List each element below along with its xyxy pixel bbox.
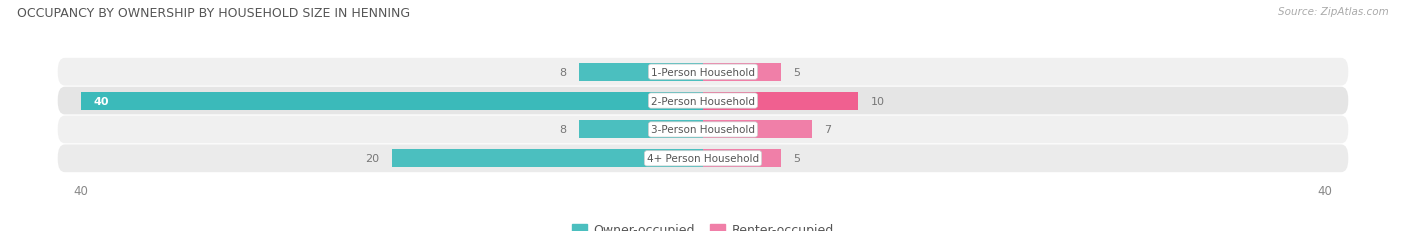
Text: 20: 20: [366, 154, 380, 164]
FancyBboxPatch shape: [58, 116, 1348, 144]
Text: 40: 40: [93, 96, 110, 106]
FancyBboxPatch shape: [58, 87, 1348, 115]
Bar: [82, 92, 703, 110]
Bar: [703, 64, 780, 81]
Bar: [703, 121, 811, 139]
Text: 4+ Person Household: 4+ Person Household: [647, 154, 759, 164]
Text: OCCUPANCY BY OWNERSHIP BY HOUSEHOLD SIZE IN HENNING: OCCUPANCY BY OWNERSHIP BY HOUSEHOLD SIZE…: [17, 7, 411, 20]
Bar: [703, 150, 780, 167]
Text: Source: ZipAtlas.com: Source: ZipAtlas.com: [1278, 7, 1389, 17]
Text: 7: 7: [824, 125, 831, 135]
Text: 10: 10: [870, 96, 884, 106]
Bar: [392, 150, 703, 167]
Legend: Owner-occupied, Renter-occupied: Owner-occupied, Renter-occupied: [568, 218, 838, 231]
Text: 1-Person Household: 1-Person Household: [651, 67, 755, 77]
Bar: [579, 64, 703, 81]
Bar: [703, 92, 859, 110]
Bar: [579, 121, 703, 139]
Text: 3-Person Household: 3-Person Household: [651, 125, 755, 135]
Text: 5: 5: [793, 67, 800, 77]
Text: 8: 8: [560, 125, 567, 135]
Text: 5: 5: [793, 154, 800, 164]
Text: 8: 8: [560, 67, 567, 77]
Text: 2-Person Household: 2-Person Household: [651, 96, 755, 106]
FancyBboxPatch shape: [58, 145, 1348, 172]
FancyBboxPatch shape: [58, 59, 1348, 86]
